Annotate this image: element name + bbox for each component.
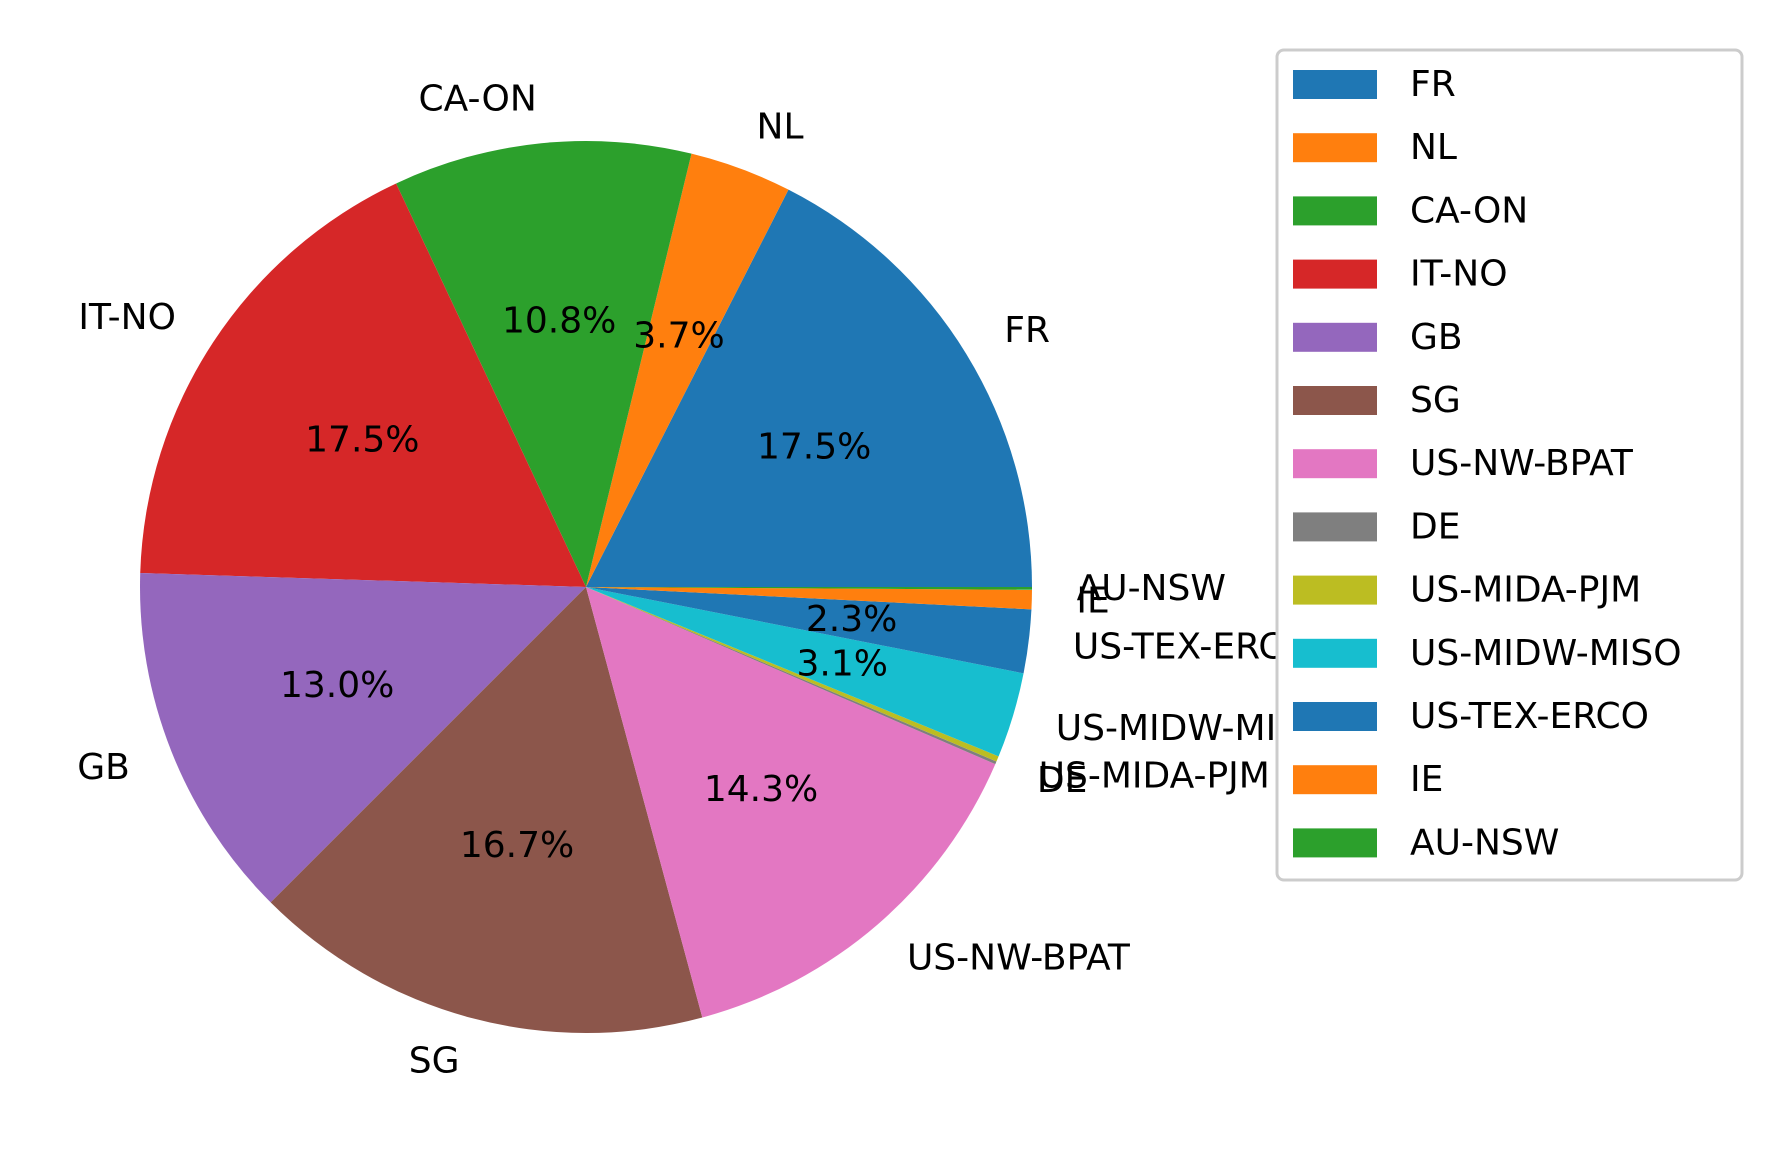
legend-label-us-tex-erco: US-TEX-ERCO <box>1410 696 1649 737</box>
legend-items: FR NL CA-ON IT-NO GB SG US-NW-BPAT DE US-MIDA-PJ… <box>1293 64 1682 863</box>
legend-frame <box>1275 48 1744 882</box>
pie-slice-it-no <box>140 183 586 587</box>
pct-label-ca-on: 10.8% <box>502 300 616 341</box>
slice-label-sg: SG <box>409 1041 460 1082</box>
pie-slice-sg <box>270 587 703 1033</box>
pie-slices <box>140 141 1032 1033</box>
pct-label-it-no: 17.5% <box>305 420 419 461</box>
pie-slice-fr <box>586 189 1032 587</box>
legend-swatch-us-midw-miso <box>1293 638 1377 668</box>
pie-slice-us-midw-miso <box>586 587 1024 757</box>
pct-label-gb: 13.0% <box>280 665 394 706</box>
pie-slice-us-tex-erco <box>586 587 1032 674</box>
slice-label-ie: IE <box>1076 580 1109 621</box>
legend-swatch-ca-on <box>1293 196 1377 226</box>
pct-label-us-midw-miso: 3.1% <box>797 644 888 685</box>
pie-slice-de <box>586 587 997 765</box>
pie-slice-gb <box>140 572 586 903</box>
legend-label-us-mida-pjm: US-MIDA-PJM <box>1410 570 1641 611</box>
legend-label-sg: SG <box>1410 380 1461 421</box>
slice-label-au-nsw: AU-NSW <box>1077 568 1226 609</box>
legend-swatch-gb <box>1293 322 1377 352</box>
legend-label-ie: IE <box>1410 759 1443 800</box>
slice-label-ca-on: CA-ON <box>419 78 537 119</box>
pie-slice-nl <box>586 153 789 587</box>
slice-label-us-mida-pjm: US-MIDA-PJM <box>1039 756 1270 797</box>
pct-label-fr: 17.5% <box>757 427 871 468</box>
slice-label-us-tex-erco: US-TEX-ERCO <box>1073 626 1312 667</box>
legend-swatch-us-mida-pjm <box>1293 575 1377 605</box>
pie-slice-us-nw-bpat <box>586 587 996 1018</box>
pie-slice-us-mida-pjm <box>586 587 999 762</box>
legend-swatch-us-nw-bpat <box>1293 449 1377 479</box>
legend-swatch-fr <box>1293 70 1377 99</box>
slice-label-de: DE <box>1037 760 1087 801</box>
legend-label-gb: GB <box>1410 317 1463 358</box>
slice-label-it-no: IT-NO <box>78 297 176 338</box>
pie-slice-ie <box>586 587 1032 610</box>
legend-label-de: DE <box>1410 506 1460 547</box>
legend-swatch-au-nsw <box>1293 828 1377 858</box>
pct-label-us-nw-bpat: 14.3% <box>704 769 818 810</box>
pct-label-sg: 16.7% <box>460 825 574 866</box>
pie-slice-au-nsw <box>586 587 1032 590</box>
legend-swatch-us-tex-erco <box>1293 702 1377 731</box>
legend-label-ca-on: CA-ON <box>1410 190 1528 231</box>
pct-label-us-tex-erco: 2.3% <box>806 599 897 640</box>
legend: FR NL CA-ON IT-NO GB SG US-NW-BPAT DE US-MIDA-PJ… <box>1275 48 1744 882</box>
legend-label-fr: FR <box>1410 64 1456 105</box>
slice-label-gb: GB <box>77 747 130 788</box>
legend-label-it-no: IT-NO <box>1410 254 1508 295</box>
legend-swatch-sg <box>1293 386 1377 415</box>
legend-label-us-midw-miso: US-MIDW-MISO <box>1410 633 1682 674</box>
legend-swatch-de <box>1293 512 1377 542</box>
slice-label-fr: FR <box>1004 310 1050 351</box>
slice-label-us-nw-bpat: US-NW-BPAT <box>907 938 1131 979</box>
legend-label-us-nw-bpat: US-NW-BPAT <box>1410 443 1634 484</box>
pie-slice-ca-on <box>396 141 692 587</box>
legend-swatch-ie <box>1293 765 1377 795</box>
legend-label-au-nsw: AU-NSW <box>1410 822 1559 863</box>
legend-label-nl: NL <box>1410 127 1457 168</box>
legend-swatch-it-no <box>1293 259 1377 289</box>
pct-label-nl: 3.7% <box>633 316 724 357</box>
legend-swatch-nl <box>1293 133 1377 163</box>
percentage-labels: 17.5% 3.7% 10.8% 17.5% 13.0% 16.7% 14.3% 3.1%2.… <box>280 300 897 866</box>
slice-label-nl: NL <box>757 106 804 147</box>
